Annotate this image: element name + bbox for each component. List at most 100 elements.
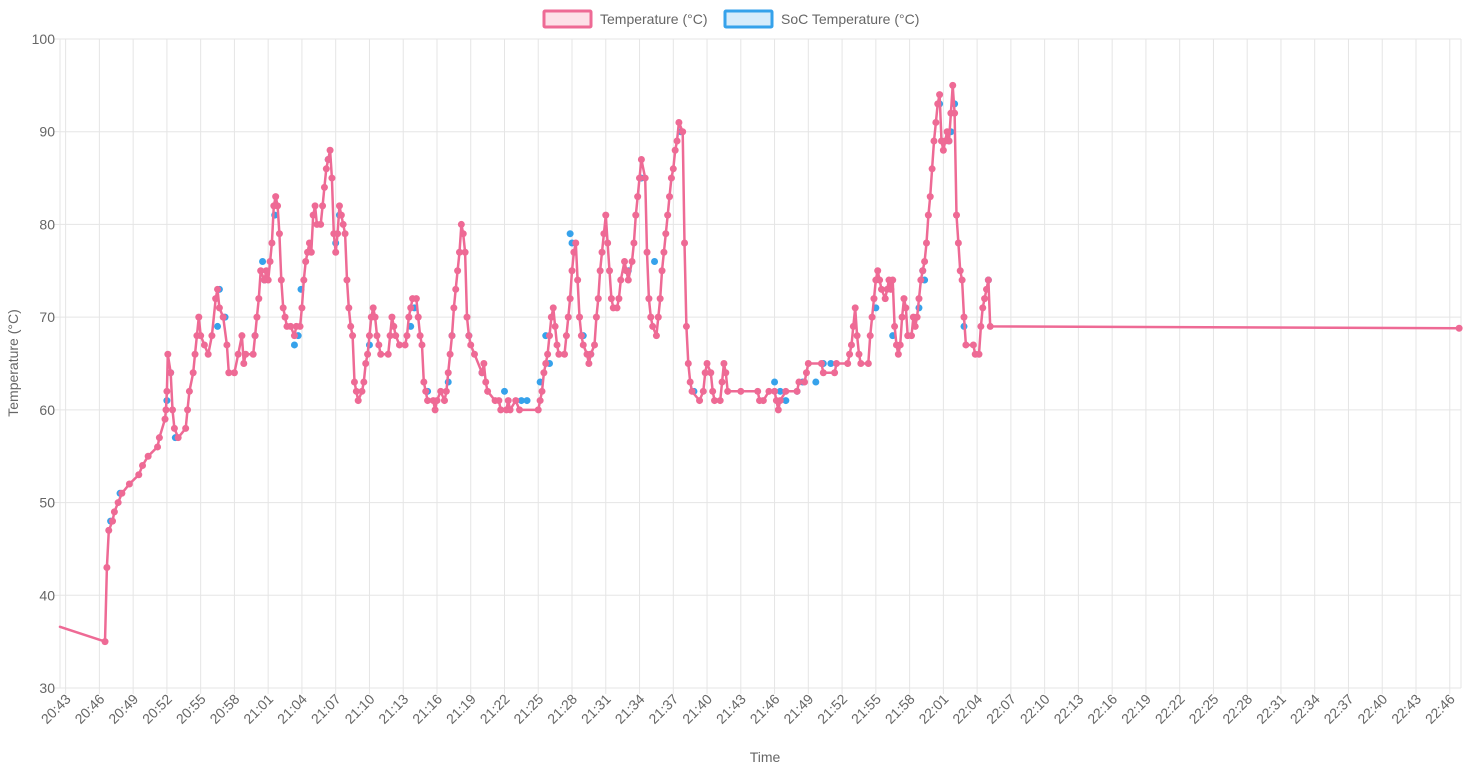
- data-point-temperature: [307, 248, 315, 256]
- data-point-temperature: [335, 202, 343, 210]
- data-point-temperature: [960, 313, 968, 321]
- data-point-temperature: [592, 313, 600, 321]
- x-tick-label: 20:52: [139, 691, 175, 727]
- data-point-temperature: [847, 341, 855, 349]
- data-point-temperature: [234, 350, 242, 358]
- data-point-temperature: [105, 526, 113, 534]
- data-point-temperature: [109, 517, 117, 525]
- data-point-temperature: [354, 397, 362, 405]
- legend-item-temperature[interactable]: Temperature (°C): [542, 9, 708, 29]
- data-point-temperature: [915, 295, 923, 303]
- data-point-soc-temperature: [290, 341, 298, 349]
- data-point-temperature: [452, 285, 460, 293]
- data-point-temperature: [907, 332, 915, 340]
- data-point-soc-temperature: [776, 387, 784, 395]
- data-point-temperature: [701, 369, 709, 377]
- data-point-temperature: [414, 313, 422, 321]
- y-tick-label: 80: [39, 216, 55, 232]
- data-point-temperature: [230, 369, 238, 377]
- data-point-temperature: [660, 248, 668, 256]
- data-point-temperature: [572, 239, 580, 247]
- data-point-temperature: [832, 360, 840, 367]
- x-tick-label: 21:58: [882, 691, 918, 727]
- data-point-temperature: [448, 332, 456, 340]
- legend-item-soc-temperature[interactable]: SoC Temperature (°C): [723, 9, 919, 29]
- data-point-temperature: [647, 313, 655, 321]
- data-point-temperature: [898, 313, 906, 321]
- data-point-temperature: [255, 295, 263, 303]
- data-point-temperature: [624, 276, 632, 284]
- data-point-temperature: [305, 239, 313, 247]
- x-tick-label: 22:40: [1354, 691, 1390, 727]
- data-point-temperature: [801, 378, 809, 386]
- data-point-temperature: [200, 341, 208, 349]
- data-point-temperature: [424, 397, 432, 405]
- legend-label-temperature: Temperature (°C): [600, 11, 708, 27]
- data-point-temperature: [170, 424, 178, 432]
- data-point-temperature: [621, 258, 629, 266]
- data-point-temperature: [164, 350, 172, 358]
- x-axis-title: Time: [750, 749, 781, 765]
- data-point-temperature: [208, 332, 216, 340]
- x-tick-label: 21:13: [375, 691, 411, 727]
- data-point-temperature: [184, 406, 192, 414]
- data-point-temperature: [949, 81, 957, 89]
- y-tick-label: 50: [39, 495, 55, 511]
- data-point-temperature: [591, 341, 599, 349]
- x-tick-label: 21:28: [544, 691, 580, 727]
- data-point-temperature: [369, 304, 377, 312]
- data-point-temperature: [628, 258, 636, 266]
- data-point-temperature: [420, 378, 428, 386]
- data-point-temperature: [504, 397, 512, 405]
- data-point-temperature: [154, 443, 162, 451]
- y-tick-label: 40: [39, 587, 55, 603]
- data-point-temperature: [857, 360, 865, 367]
- data-point-temperature: [688, 387, 696, 395]
- data-point-temperature: [951, 109, 959, 117]
- data-point-temperature: [506, 406, 514, 414]
- legend: Temperature (°C) SoC Temperature (°C): [542, 9, 919, 29]
- data-point-temperature: [722, 369, 730, 377]
- data-point-temperature: [866, 332, 874, 340]
- data-point-temperature: [771, 387, 779, 395]
- data-point-temperature: [622, 267, 630, 275]
- legend-swatch-temperature: [542, 9, 593, 29]
- data-point-temperature: [932, 118, 940, 126]
- data-point-temperature: [881, 295, 889, 303]
- data-point-temperature: [362, 360, 370, 367]
- data-point-temperature: [553, 341, 561, 349]
- data-point-temperature: [817, 360, 825, 367]
- data-point-temperature: [454, 267, 462, 275]
- data-point-temperature: [219, 313, 227, 321]
- x-tick-label: 22:19: [1118, 691, 1154, 727]
- data-point-temperature: [844, 360, 852, 367]
- data-point-temperature: [349, 332, 357, 340]
- data-point-temperature: [570, 248, 578, 256]
- data-point-temperature: [287, 322, 295, 330]
- data-point-temperature: [551, 322, 559, 330]
- data-point-temperature: [874, 267, 882, 275]
- data-point-temperature: [896, 341, 904, 349]
- data-point-temperature: [319, 202, 327, 210]
- data-point-temperature: [934, 100, 942, 108]
- data-point-temperature: [870, 295, 878, 303]
- data-point-temperature: [984, 276, 992, 284]
- data-point-temperature: [928, 165, 936, 173]
- data-point-temperature: [212, 295, 220, 303]
- data-point-temperature: [155, 434, 163, 442]
- data-point-temperature: [851, 304, 859, 312]
- x-tick-label: 21:25: [510, 691, 546, 727]
- data-point-temperature: [602, 211, 610, 219]
- data-point-temperature: [634, 193, 642, 201]
- x-tick-label: 21:37: [645, 691, 681, 727]
- data-point-temperature: [643, 248, 651, 256]
- data-point-temperature: [251, 332, 259, 340]
- data-point-temperature: [969, 341, 977, 349]
- data-point-temperature: [274, 202, 282, 210]
- data-point-soc-temperature: [651, 258, 659, 266]
- data-point-temperature: [699, 387, 707, 395]
- data-point-temperature: [339, 220, 347, 228]
- data-point-temperature: [939, 146, 947, 154]
- data-point-temperature: [924, 211, 932, 219]
- y-tick-label: 70: [39, 309, 55, 325]
